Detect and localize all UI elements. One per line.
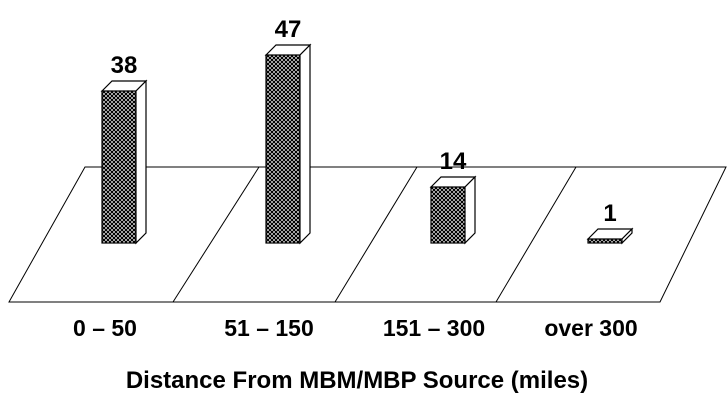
x-axis-label: Distance From MBM/MBP Source (miles) (126, 367, 588, 394)
floor-divider (334, 166, 418, 303)
bar (586, 227, 634, 245)
bar-value-label: 38 (111, 52, 138, 79)
floor-divider (172, 166, 260, 303)
bar (429, 175, 477, 245)
bars (100, 43, 634, 245)
category-tick-label: 51 – 150 (224, 315, 314, 341)
bar-side (464, 175, 476, 245)
category-tick-label: 0 – 50 (73, 315, 137, 341)
floor (8, 166, 727, 303)
bar-front (101, 90, 137, 244)
bar-value-label: 14 (440, 148, 467, 175)
bar-front (265, 54, 301, 244)
bar-side (621, 227, 633, 245)
floor-divider (495, 166, 577, 303)
category-tick-label: over 300 (544, 315, 637, 341)
category-tick-label: 151 – 300 (383, 315, 485, 341)
bar-side (299, 43, 311, 245)
bar (100, 79, 148, 245)
bar-value-label: 1 (603, 200, 616, 227)
bar-value-label: 47 (275, 16, 302, 43)
floor-dividers (172, 166, 577, 303)
bar-side (135, 79, 147, 245)
bar (264, 43, 312, 245)
bar-front (430, 186, 466, 244)
